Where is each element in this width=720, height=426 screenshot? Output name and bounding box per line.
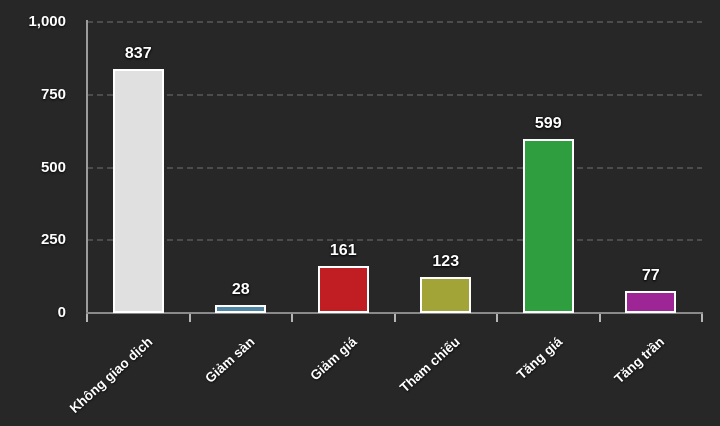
x-axis-tick xyxy=(701,314,703,322)
gridline-250 xyxy=(87,239,702,242)
x-axis-baseline xyxy=(86,312,703,314)
bar-value-label: 837 xyxy=(124,45,152,63)
gridline-1000 xyxy=(87,21,702,23)
y-axis-tick-label: 1,000 xyxy=(28,13,66,30)
y-axis-line xyxy=(86,20,88,313)
y-axis-tick-label: 750 xyxy=(40,85,66,103)
bar-value-label: 28 xyxy=(231,280,250,298)
chart-bar[interactable] xyxy=(112,69,164,313)
bar-value-label: 161 xyxy=(329,242,357,260)
y-axis-tick-label: 500 xyxy=(40,158,66,176)
bar-value-label: 77 xyxy=(641,266,660,284)
chart-bar[interactable] xyxy=(317,266,369,313)
x-axis-category-label: Tham chiếu xyxy=(396,334,463,396)
y-axis-tick-label: 0 xyxy=(57,304,66,321)
x-axis-category-label: Giảm sàn xyxy=(202,334,258,386)
x-axis-tick xyxy=(188,314,191,322)
x-axis-tick xyxy=(496,314,498,322)
chart-bar[interactable] xyxy=(215,304,267,313)
bar-value-label: 599 xyxy=(534,114,562,132)
chart-bar[interactable] xyxy=(420,277,472,313)
chart-bar[interactable] xyxy=(522,138,574,313)
x-axis-tick xyxy=(598,314,601,322)
gridline-750 xyxy=(87,93,702,96)
x-axis-category-label: Không giao dịch xyxy=(66,334,155,416)
chart-bar[interactable] xyxy=(625,290,677,313)
y-axis-tick-label: 250 xyxy=(40,231,66,249)
x-axis-tick xyxy=(291,314,293,322)
gridline-500 xyxy=(87,166,702,169)
x-axis-tick xyxy=(393,314,396,322)
x-axis-category-label: Giảm giá xyxy=(307,334,360,384)
x-axis-category-label: Tăng giá xyxy=(513,334,565,383)
x-axis-tick xyxy=(86,314,88,322)
x-axis-category-label: Tăng trần xyxy=(611,334,668,387)
bar-value-label: 123 xyxy=(432,253,460,271)
